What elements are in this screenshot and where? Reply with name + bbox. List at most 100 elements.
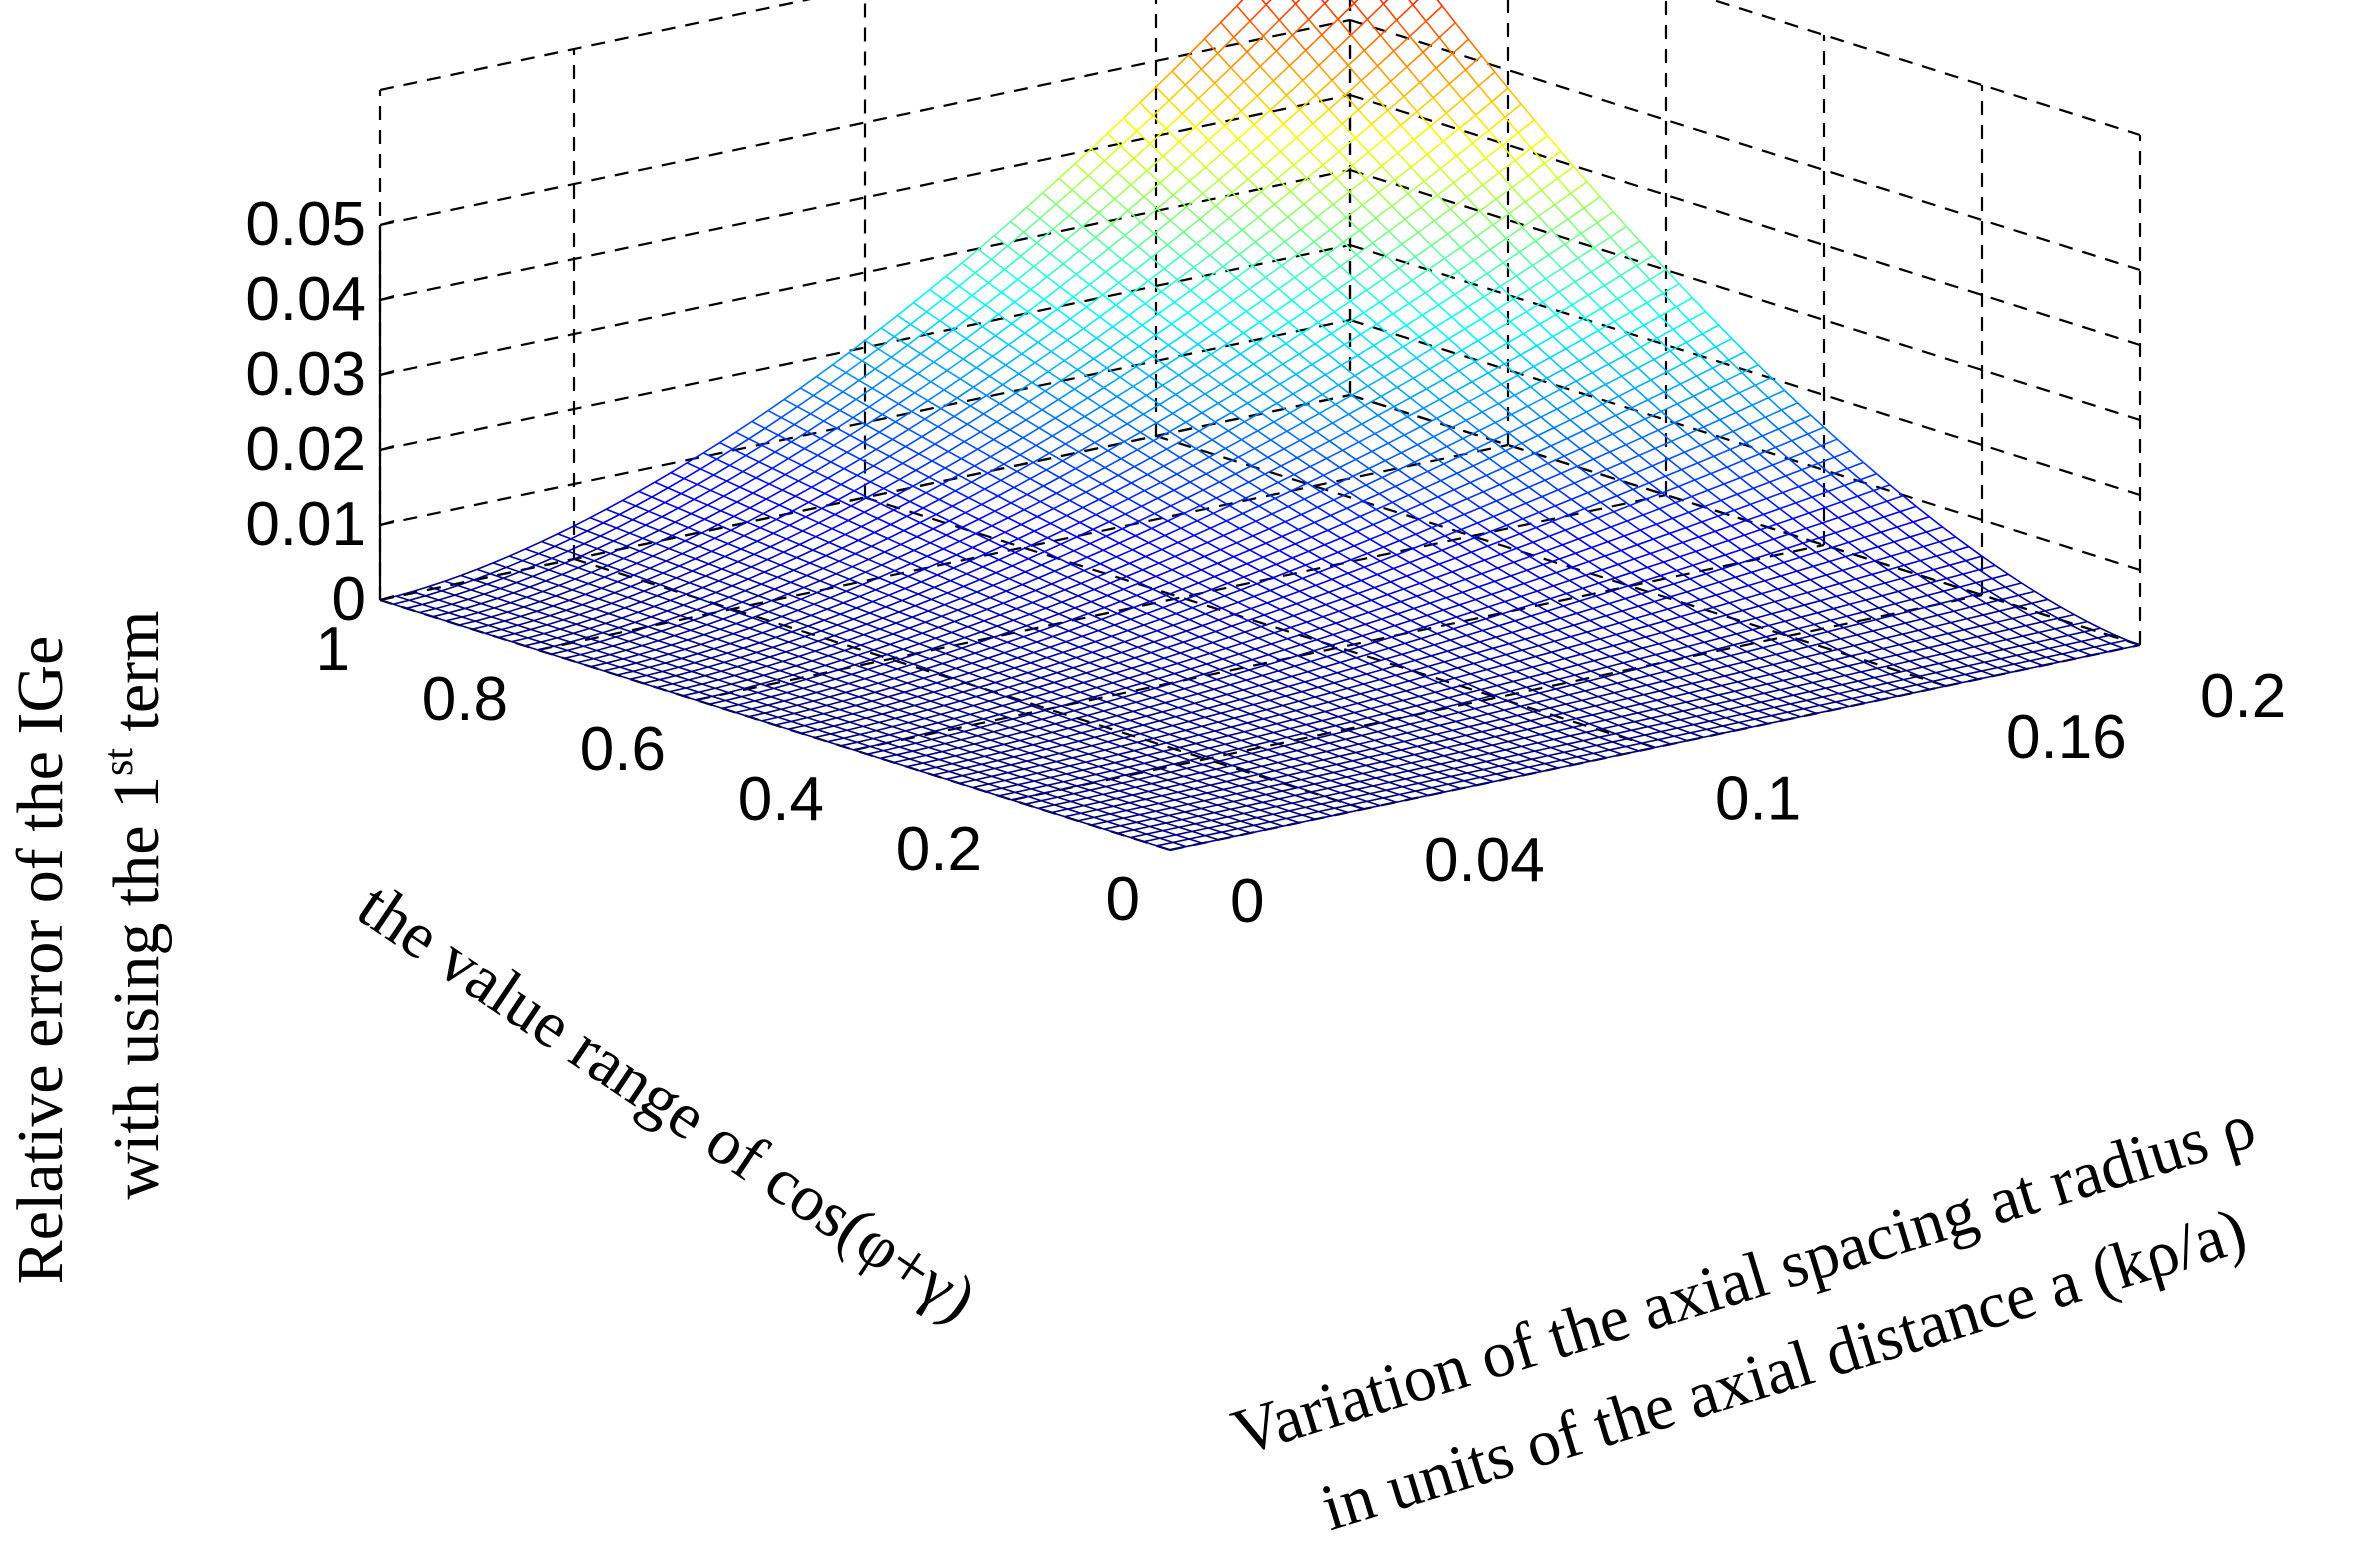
- mesh-segment: [998, 667, 1015, 674]
- mesh-segment: [1442, 711, 1459, 718]
- mesh-segment: [2075, 654, 2092, 660]
- mesh-segment: [1403, 582, 1421, 590]
- mesh-segment: [1094, 223, 1113, 239]
- mesh-segment: [1676, 723, 1694, 729]
- mesh-segment: [635, 505, 650, 513]
- mesh-segment: [1185, 725, 1203, 732]
- mesh-segment: [694, 657, 712, 664]
- mesh-segment: [1130, 836, 1144, 843]
- mesh-segment: [1024, 320, 1042, 334]
- mesh-segment: [1414, 655, 1432, 662]
- mesh-segment: [1715, 337, 1733, 348]
- mesh-segment: [576, 623, 590, 630]
- mesh-segment: [1399, 793, 1413, 800]
- mesh-segment: [1391, 631, 1409, 638]
- mesh-segment: [889, 734, 903, 740]
- mesh-segment: [1463, 641, 1480, 648]
- mesh-segment: [1077, 588, 1095, 597]
- mesh-segment: [846, 583, 863, 592]
- mesh-segment: [568, 599, 583, 606]
- mesh-segment: [978, 767, 995, 773]
- mesh-segment: [1054, 804, 1068, 810]
- mesh-segment: [1198, 730, 1216, 736]
- mesh-segment: [1421, 304, 1439, 316]
- mesh-segment: [536, 605, 554, 613]
- mesh-segment: [1915, 636, 1932, 642]
- mesh-segment: [1324, 795, 1338, 802]
- mesh-segment: [801, 640, 819, 648]
- mesh-segment: [1461, 340, 1479, 351]
- mesh-segment: [1093, 813, 1111, 819]
- mesh-segment: [540, 641, 555, 648]
- mesh-segment: [861, 525, 875, 534]
- mesh-segment: [511, 640, 526, 647]
- mesh-segment: [956, 386, 974, 399]
- mesh-segment: [1160, 755, 1177, 761]
- mesh-segment: [1432, 696, 1449, 703]
- mesh-segment: [1558, 281, 1576, 293]
- mesh-segment: [1063, 521, 1081, 531]
- mesh-segment: [1414, 750, 1431, 756]
- mesh-segment: [498, 636, 512, 643]
- mesh-segment: [1357, 586, 1375, 595]
- mesh-segment: [874, 356, 892, 370]
- mesh-segment: [1523, 692, 1540, 698]
- mesh-segment: [1375, 773, 1393, 779]
- mesh-segment: [1184, 68, 1203, 86]
- mesh-segment: [1239, 785, 1253, 791]
- mesh-segment: [1708, 675, 1725, 681]
- mesh-segment: [1727, 534, 1745, 542]
- mesh-segment: [1038, 804, 1055, 810]
- mesh-segment: [1026, 192, 1044, 208]
- mesh-segment: [1357, 94, 1376, 111]
- mesh-segment: [1106, 696, 1124, 703]
- mesh-segment: [1174, 672, 1188, 680]
- mesh-segment: [1327, 522, 1345, 532]
- mesh-segment: [1705, 568, 1723, 575]
- mesh-segment: [1235, 464, 1253, 475]
- mesh-segment: [1315, 422, 1333, 433]
- mesh-segment: [1127, 489, 1145, 500]
- mesh-segment: [595, 608, 609, 615]
- mesh-segment: [1149, 128, 1167, 145]
- mesh-segment: [823, 613, 841, 621]
- mesh-segment: [951, 762, 966, 769]
- mesh-segment: [1172, 724, 1186, 732]
- mesh-segment: [956, 546, 973, 556]
- mesh-segment: [1068, 624, 1086, 632]
- mesh-segment: [1383, 539, 1400, 548]
- mesh-segment: [742, 470, 757, 479]
- mesh-segment: [932, 647, 946, 655]
- mesh-segment: [1317, 311, 1335, 324]
- mesh-segment: [875, 582, 893, 591]
- mesh-segment: [705, 575, 720, 582]
- mesh-segment: [1248, 276, 1266, 290]
- mesh-segment: [1344, 79, 1362, 96]
- mesh-segment: [1109, 335, 1127, 349]
- mesh-segment: [1438, 293, 1456, 306]
- mesh-segment: [1526, 682, 1543, 689]
- mesh-segment: [1192, 747, 1210, 753]
- mesh-segment: [764, 708, 782, 714]
- mesh-segment: [1511, 728, 1528, 734]
- mesh-segment: [1139, 422, 1157, 433]
- mesh-segment: [699, 591, 717, 600]
- mesh-segment: [1485, 613, 1503, 620]
- mesh-segment: [1057, 714, 1072, 721]
- mesh-segment: [915, 742, 930, 749]
- mesh-segment: [716, 458, 731, 467]
- mesh-segment: [1219, 277, 1237, 291]
- mesh-segment: [1495, 631, 1513, 638]
- mesh-segment: [1212, 217, 1230, 232]
- mesh-segment: [620, 569, 635, 576]
- mesh-segment: [910, 311, 928, 325]
- mesh-segment: [1535, 651, 1552, 658]
- mesh-segment: [847, 633, 864, 642]
- mesh-segment: [929, 534, 947, 544]
- mesh-segment: [1371, 442, 1389, 453]
- mesh-segment: [1065, 225, 1083, 241]
- mesh-segment: [826, 700, 843, 707]
- mesh-segment: [1314, 783, 1328, 790]
- mesh-segment: [1492, 642, 1510, 650]
- mesh-segment: [683, 598, 700, 606]
